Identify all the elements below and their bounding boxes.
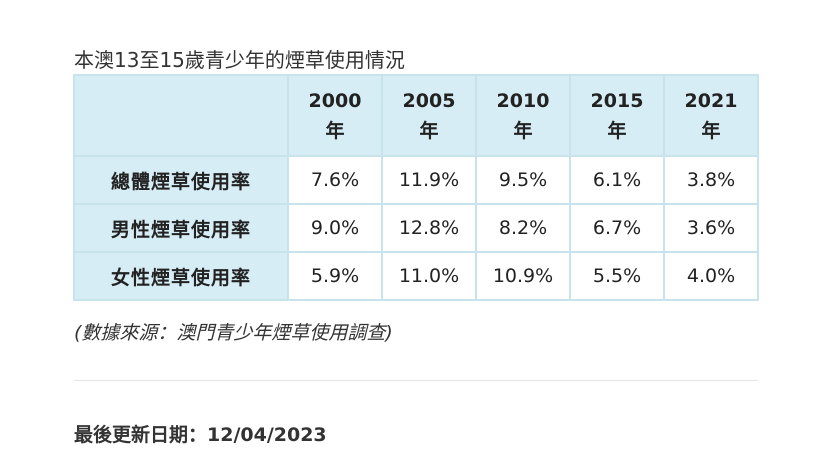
table-caption: 本澳13至15歲青少年的煙草使用情況 [74, 48, 405, 72]
header-year-unit: 年 [701, 119, 721, 142]
table-cell: 10.9% [475, 251, 571, 301]
header-year: 2015 [590, 89, 644, 112]
last-updated-date: 最後更新日期：12/04/2023 [74, 424, 327, 446]
header-year: 2021 [684, 89, 738, 112]
table-cell: 4.0% [663, 251, 759, 301]
header-year-unit: 年 [419, 119, 439, 142]
table-cell: 5.5% [569, 251, 665, 301]
table-cell: 11.9% [381, 155, 477, 205]
header-year-cell: 2005 年 [381, 74, 477, 157]
table-cell: 3.6% [663, 203, 759, 253]
table-cell: 8.2% [475, 203, 571, 253]
tobacco-use-table-container: 2000 年 2005 年 2010 年 2015 年 2021 年 [73, 74, 759, 310]
tobacco-use-table: 2000 年 2005 年 2010 年 2015 年 2021 年 [73, 74, 759, 301]
header-year-cell: 2000 年 [287, 74, 383, 157]
header-year-cell: 2021 年 [663, 74, 759, 157]
header-year-unit: 年 [607, 119, 627, 142]
section-divider [74, 380, 758, 381]
table-cell: 9.0% [287, 203, 383, 253]
header-year-cell: 2015 年 [569, 74, 665, 157]
header-corner-cell [73, 74, 289, 157]
table-header-row: 2000 年 2005 年 2010 年 2015 年 2021 年 [73, 74, 759, 157]
header-year: 2000 [308, 89, 362, 112]
row-label: 男性煙草使用率 [73, 203, 289, 253]
table-cell: 5.9% [287, 251, 383, 301]
header-year: 2010 [496, 89, 550, 112]
table-cell: 6.1% [569, 155, 665, 205]
table-cell: 6.7% [569, 203, 665, 253]
row-label: 女性煙草使用率 [73, 251, 289, 301]
table-row: 女性煙草使用率 5.9% 11.0% 10.9% 5.5% 4.0% [73, 251, 759, 301]
table-row: 男性煙草使用率 9.0% 12.8% 8.2% 6.7% 3.6% [73, 203, 759, 253]
table-cell: 12.8% [381, 203, 477, 253]
table-cell: 3.8% [663, 155, 759, 205]
table-cell: 7.6% [287, 155, 383, 205]
table-row: 總體煙草使用率 7.6% 11.9% 9.5% 6.1% 3.8% [73, 155, 759, 205]
header-year-unit: 年 [325, 119, 345, 142]
header-year: 2005 [402, 89, 456, 112]
header-year-cell: 2010 年 [475, 74, 571, 157]
table-cell: 11.0% [381, 251, 477, 301]
table-cell: 9.5% [475, 155, 571, 205]
header-year-unit: 年 [513, 119, 533, 142]
row-label: 總體煙草使用率 [73, 155, 289, 205]
data-source-note: (數據來源：澳門青少年煙草使用調查) [74, 322, 393, 344]
